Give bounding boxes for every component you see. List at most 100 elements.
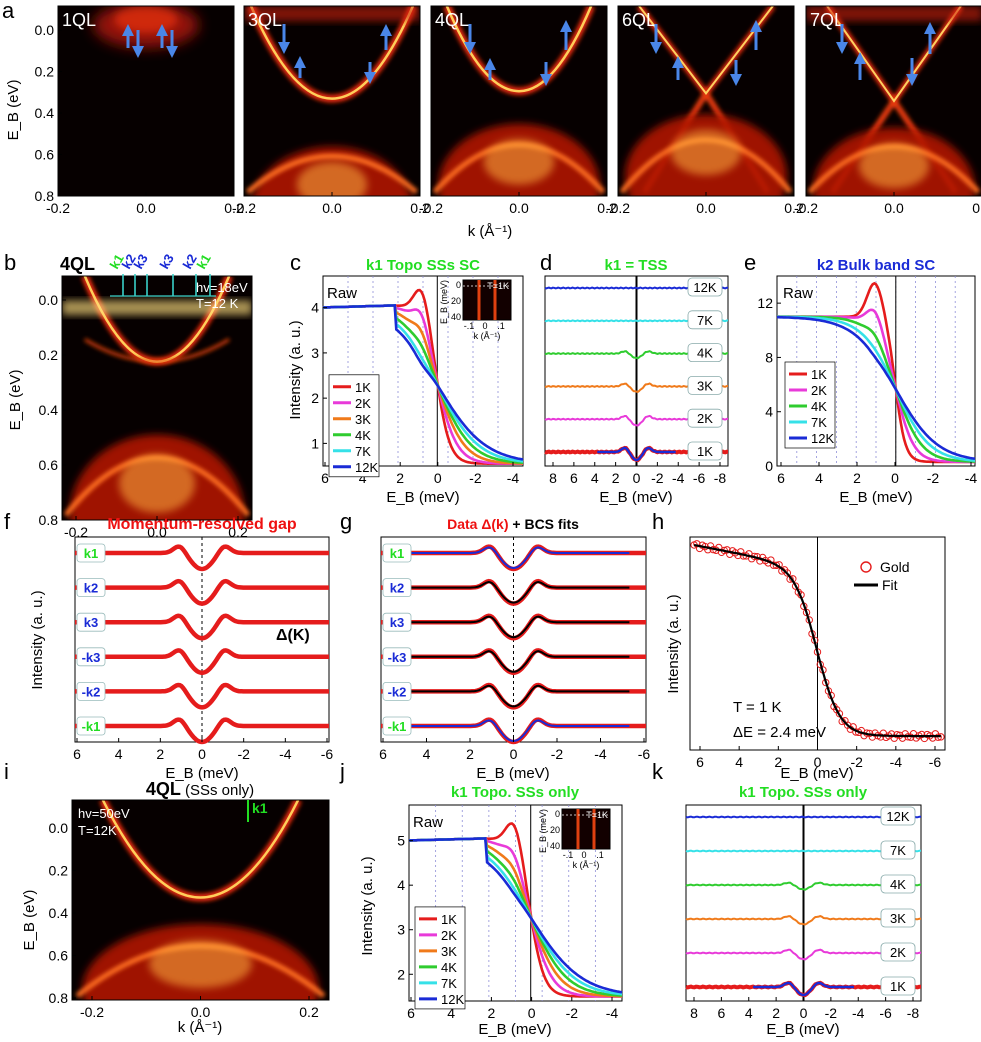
panel-letter-b: b: [4, 250, 16, 275]
inset-y-tick: 20: [550, 825, 560, 835]
row-label-box: [76, 543, 106, 563]
inset: T=1K 0 20 40E_B (meV) -.1 0 .1k (Å⁻¹): [439, 279, 512, 341]
y-tick-label: 0.8: [49, 990, 69, 1006]
y-tick-label: 1: [311, 435, 319, 451]
row-label-box: [76, 578, 106, 597]
temp-label: 4K: [890, 877, 906, 892]
x-tick-label: 0.0: [696, 200, 716, 216]
row-label-box: [382, 578, 412, 597]
row-label: -k1: [388, 719, 407, 734]
surface-band-core: [638, 6, 774, 96]
y-tick-label: 4: [397, 877, 405, 893]
y-axis-label: Intensity (a. u.): [665, 594, 682, 693]
x-axis-label: E_B (meV): [780, 765, 853, 782]
gold-data-point: [893, 730, 901, 739]
valence-hot: [296, 161, 368, 196]
cut-label: k1: [252, 800, 268, 816]
x-tick-label: 6: [777, 470, 785, 486]
temp-box: [687, 441, 723, 461]
row-label: -k3: [388, 650, 407, 665]
y-tick-label: 3: [397, 922, 405, 938]
x-tick-label: -2: [850, 754, 863, 770]
row-label: -k2: [82, 684, 101, 699]
y-tick-label: 12: [757, 295, 773, 311]
panel-title: Data Δ(k) + BCS fits: [447, 516, 579, 532]
x-axis-label: E_B (meV): [599, 489, 672, 506]
row-label-box: [382, 716, 412, 736]
cut-label: k3: [131, 251, 151, 271]
inset-x-tick: -.1: [563, 850, 574, 860]
panel-letter-c: c: [290, 250, 301, 275]
arpes-4QL: 4QL -0.2 0.0 0.2: [419, 5, 617, 216]
y-tick-label: 0.0: [39, 292, 59, 308]
row-label: k2: [84, 581, 98, 596]
arpes-image: [71, 799, 330, 1001]
valence-band-edge: [245, 153, 419, 195]
temp-box: [687, 343, 723, 363]
thickness-label: 7QL: [810, 10, 844, 30]
row-label-box: [76, 716, 106, 736]
panel-letter-g: g: [340, 509, 352, 534]
gap-data--k3: [75, 648, 329, 676]
arpes-image: [430, 5, 608, 197]
gap-data-k3: [75, 613, 329, 641]
legend-label: 7K: [355, 444, 371, 459]
x-tick-label: -0.2: [64, 524, 88, 540]
bcs-fit-k1: [397, 546, 630, 570]
surface-band-core: [101, 800, 300, 899]
y-tick-label: 0.0: [35, 22, 55, 38]
row-label: k1: [390, 546, 404, 561]
x-axis-label: E_B (meV): [386, 489, 459, 506]
x-tick-label: 0: [891, 470, 899, 486]
y-tick-label: 0.4: [39, 402, 59, 418]
valence-hot: [858, 142, 930, 189]
bcs-fit--k2: [397, 684, 630, 708]
temp-label: 4K: [697, 346, 713, 361]
temp-box: [880, 942, 916, 962]
series-12K: [322, 304, 524, 461]
x-tick-label: -2: [825, 1005, 838, 1021]
panel-letter-k: k: [652, 759, 664, 784]
top-intensity: [244, 6, 420, 22]
x-tick-label: 0.2: [228, 524, 248, 540]
panel-title: k2 Bulk band SC: [817, 257, 936, 274]
x-tick-label: 2: [612, 470, 620, 486]
gold-data-point: [772, 561, 781, 570]
x-tick-label: 0: [198, 746, 206, 762]
x-tick-label: -4: [852, 1005, 865, 1021]
x-axis-label: E_B (meV): [476, 765, 549, 782]
x-tick-label: 6: [379, 746, 387, 762]
y-tick-label: 0.2: [49, 863, 69, 879]
x-axis-label: E_B (meV): [766, 1021, 839, 1038]
valence-hot: [483, 139, 555, 185]
x-tick-label: 2: [156, 746, 164, 762]
temp-box: [880, 976, 916, 996]
x-tick-label: 0.0: [147, 524, 167, 540]
temp-box: [880, 908, 916, 928]
x-tick-label: 8: [690, 1005, 698, 1021]
x-tick-label: 6: [696, 754, 704, 770]
x-tick-label: 0: [800, 1005, 808, 1021]
x-tick-label: 6: [321, 470, 329, 486]
row-label: -k3: [82, 650, 101, 665]
y-tick-label: 0.6: [35, 147, 55, 163]
panel-f: k1 k2 k3 -k3 -k2 -k16 4 2 0 -2 -4 -6 Momentum-resolv…: [29, 516, 333, 782]
x-tick-label: 0.2: [597, 200, 617, 216]
bcs-fit-k3: [397, 615, 630, 639]
x-tick-label: 2: [772, 1005, 780, 1021]
arpes-image: [805, 5, 981, 197]
row-label-box: [76, 647, 106, 667]
x-tick-label: 0.0: [136, 200, 156, 216]
thickness-label: 1QL: [62, 10, 96, 30]
gold-data-point: [934, 733, 942, 741]
x-tick-label: 0.0: [322, 200, 342, 216]
arpes-image: [61, 275, 253, 521]
x-tick-label: 0.0: [191, 1004, 211, 1020]
legend-box: [784, 361, 836, 449]
panel-letter-d: d: [540, 250, 552, 275]
x-tick-label: 0: [510, 746, 518, 762]
info-label: T=12 K: [196, 296, 239, 311]
